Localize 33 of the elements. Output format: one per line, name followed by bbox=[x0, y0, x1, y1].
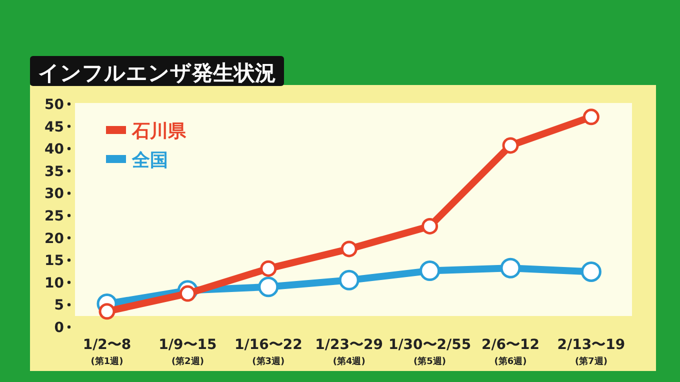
point bbox=[582, 108, 600, 126]
y-tick-label: 30 bbox=[44, 186, 64, 202]
y-tick-label: 0 bbox=[54, 320, 64, 336]
x-tick-label: 1/30〜2/55 (第5週) bbox=[388, 337, 472, 367]
legend-label: 石川県 bbox=[131, 121, 187, 142]
x-tick-label: 1/23〜29 (第4週) bbox=[315, 337, 384, 367]
y-tick-label: 5 bbox=[54, 298, 64, 314]
chart-title: インフルエンザ発生状況 bbox=[38, 61, 276, 85]
y-tick-label: 10 bbox=[44, 275, 64, 292]
y-tick-label: 50 bbox=[44, 97, 64, 113]
y-tick-label: 25 bbox=[44, 208, 64, 224]
point bbox=[422, 218, 438, 234]
x-tick-label: 2/13〜19 (第7週) bbox=[557, 337, 626, 367]
point bbox=[258, 276, 279, 298]
point bbox=[502, 137, 519, 154]
y-tick-label: 40 bbox=[44, 142, 64, 158]
point bbox=[338, 270, 360, 290]
point bbox=[500, 258, 521, 278]
point bbox=[260, 260, 277, 277]
point bbox=[98, 303, 116, 320]
legend-label: 全国 bbox=[131, 150, 168, 171]
y-tick-label: 20 bbox=[44, 230, 64, 247]
point bbox=[580, 261, 602, 282]
point bbox=[420, 260, 440, 282]
y-tick-label: 15 bbox=[44, 253, 64, 270]
y-tick-label: 35 bbox=[44, 164, 64, 180]
point bbox=[340, 240, 358, 258]
y-tick-label: 45 bbox=[44, 119, 64, 136]
point bbox=[179, 285, 196, 302]
x-tick-label: 1/2〜8 (第1週) bbox=[82, 337, 132, 367]
x-tick-label: 1/16〜22 (第3週) bbox=[234, 337, 302, 367]
x-tick-label: 2/6〜12 (第6週) bbox=[481, 337, 540, 367]
x-tick-label: 1/9〜15 (第2週) bbox=[158, 337, 217, 367]
